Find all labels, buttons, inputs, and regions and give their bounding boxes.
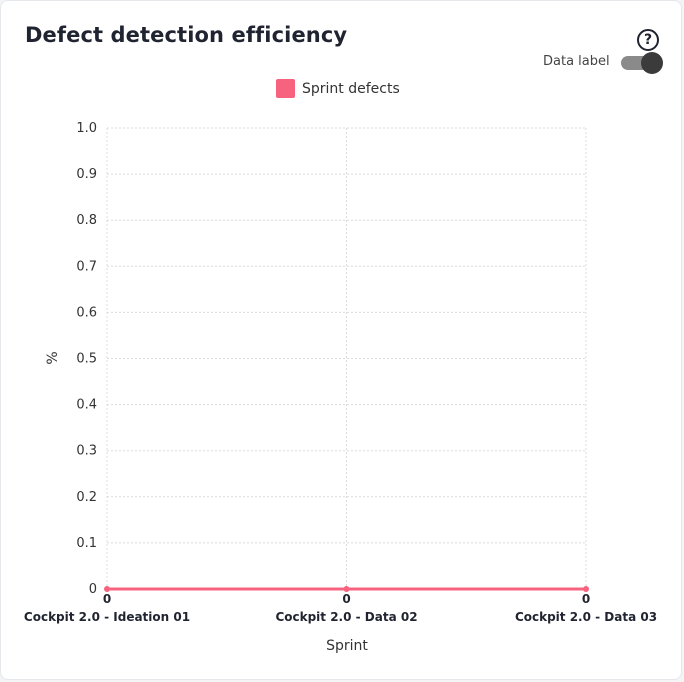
y-axis-title: % [45, 351, 61, 364]
data-label: 0 [582, 592, 590, 606]
data-point[interactable] [583, 586, 589, 592]
data-label: 0 [342, 592, 350, 606]
y-tick-label: 0.3 [76, 444, 97, 459]
legend-swatch [276, 79, 295, 98]
data-point[interactable] [343, 586, 350, 592]
data-label-toggle[interactable] [621, 52, 663, 74]
y-ticks: 0 0.1 0.2 0.3 0.4 0.5 0.6 0.7 0.8 0.9 1.0 [76, 121, 97, 597]
x-category-label: Cockpit 2.0 - Data 02 [275, 610, 417, 624]
toggle-knob [641, 52, 663, 74]
y-tick-label: 1.0 [76, 121, 97, 136]
y-tick-label: 0 [89, 582, 97, 597]
help-icon[interactable]: ? [637, 29, 659, 51]
y-tick-label: 0.4 [76, 398, 97, 413]
legend-label: Sprint defects [302, 81, 400, 97]
data-label-toggle-label: Data label [543, 54, 610, 69]
y-tick-label: 0.7 [76, 259, 97, 274]
x-category-label: Cockpit 2.0 - Ideation 01 [24, 610, 190, 624]
x-category-label: Cockpit 2.0 - Data 03 [515, 610, 657, 624]
data-point[interactable] [104, 586, 110, 592]
chart-title: Defect detection efficiency [25, 23, 348, 47]
grid-layer [106, 127, 587, 590]
data-label: 0 [103, 592, 111, 606]
y-tick-label: 0.8 [76, 213, 97, 228]
y-tick-label: 0.1 [76, 536, 97, 551]
y-tick-label: 0.2 [76, 490, 97, 505]
y-tick-label: 0.6 [76, 305, 97, 320]
y-tick-label: 0.9 [76, 167, 97, 182]
x-labels: Cockpit 2.0 - Ideation 01 Cockpit 2.0 - D… [24, 610, 657, 624]
x-axis-title: Sprint [326, 638, 368, 654]
series-layer: 0 0 0 [103, 586, 590, 606]
y-tick-label: 0.5 [76, 352, 97, 367]
legend[interactable]: Sprint defects [276, 79, 400, 98]
